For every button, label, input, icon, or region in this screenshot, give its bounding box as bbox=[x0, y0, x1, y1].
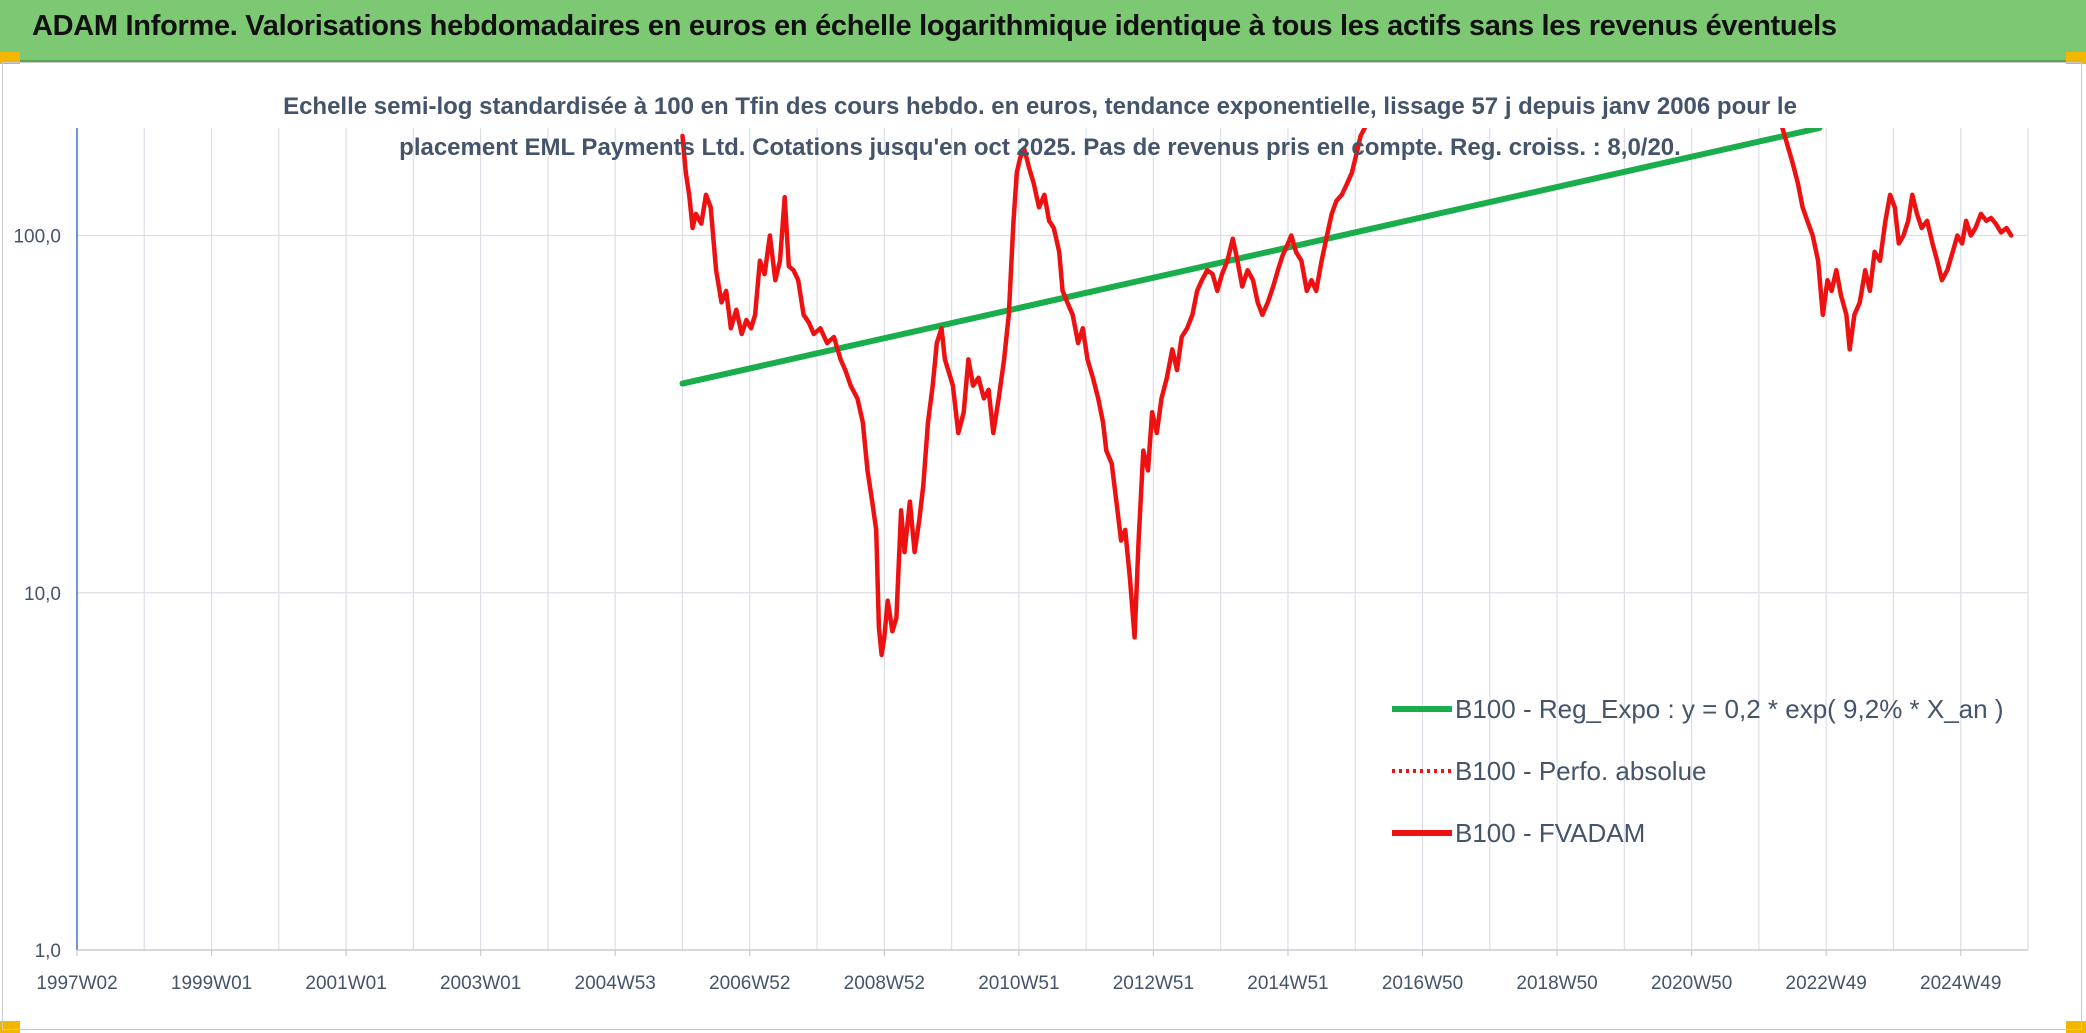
x-tick-label: 1997W02 bbox=[36, 973, 117, 994]
x-tick-label: 2010W51 bbox=[978, 973, 1059, 994]
series-line-0 bbox=[679, 128, 1823, 387]
chart-subtitle-line-2: placement EML Payments Ltd. Cotations ju… bbox=[399, 134, 1681, 161]
legend-label-0: B100 - Reg_Expo : y = 0,2 * exp( 9,2% * … bbox=[1455, 694, 2004, 724]
x-tick-label: 2018W50 bbox=[1516, 973, 1597, 994]
chart-subtitle: Echelle semi-log standardisée à 100 en T… bbox=[180, 86, 1900, 168]
x-tick-label: 2003W01 bbox=[440, 973, 521, 994]
header-bar: ADAM Informe. Valorisations hebdomadaire… bbox=[0, 0, 2086, 62]
series-line-2 bbox=[680, 128, 1367, 658]
x-tick-label: 1999W01 bbox=[171, 973, 252, 994]
x-tick-label: 2001W01 bbox=[305, 973, 386, 994]
corner-marker bbox=[0, 1021, 20, 1033]
grid bbox=[76, 128, 2029, 950]
corner-marker bbox=[2066, 52, 2086, 64]
series-line-3 bbox=[1780, 128, 2014, 352]
legend-label-2: B100 - FVADAM bbox=[1455, 818, 1645, 848]
x-tick-label: 2014W51 bbox=[1247, 973, 1328, 994]
chart-subtitle-line-1: Echelle semi-log standardisée à 100 en T… bbox=[283, 93, 1797, 120]
y-tick-label: 100,0 bbox=[13, 227, 61, 248]
x-tick-label: 2004W53 bbox=[575, 973, 656, 994]
x-tick-label: 2020W50 bbox=[1651, 973, 1732, 994]
page-title: ADAM Informe. Valorisations hebdomadaire… bbox=[32, 10, 1837, 42]
x-tick-label: 2012W51 bbox=[1113, 973, 1194, 994]
series bbox=[679, 128, 2014, 658]
axes: 1,0 10,0 100,0 1997W02 1999W01 2001W01 2003W01… bbox=[13, 128, 2028, 994]
y-tick-label: 10,0 bbox=[24, 584, 61, 605]
x-tick-label: 2024W49 bbox=[1920, 973, 2001, 994]
x-tick-label: 2006W52 bbox=[709, 973, 790, 994]
x-tick-label: 2016W50 bbox=[1382, 973, 1463, 994]
corner-marker bbox=[0, 52, 20, 64]
x-tick-label: 2008W52 bbox=[844, 973, 925, 994]
legend: B100 - Reg_Expo : y = 0,2 * exp( 9,2% * … bbox=[1392, 694, 2004, 848]
y-tick-label: 1,0 bbox=[35, 941, 61, 962]
x-tick-label: 2022W49 bbox=[1786, 973, 1867, 994]
legend-label-1: B100 - Perfo. absolue bbox=[1455, 756, 1707, 786]
